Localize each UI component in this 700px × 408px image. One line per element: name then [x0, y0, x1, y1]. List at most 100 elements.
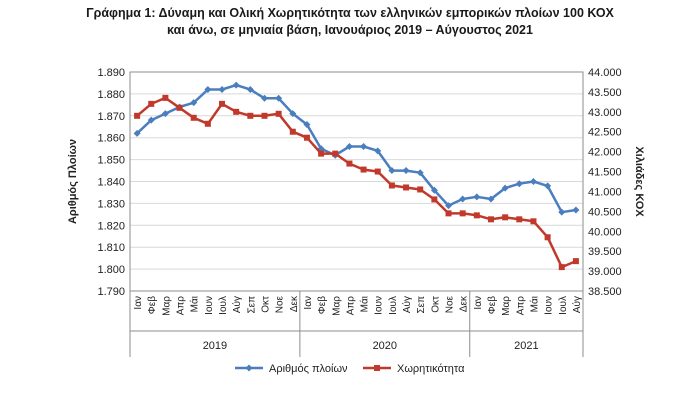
data-point: [275, 110, 282, 117]
data-point: [473, 193, 481, 201]
data-point: [416, 169, 424, 177]
year-label: 2019: [203, 340, 227, 352]
data-point: [162, 94, 169, 101]
y-tick-label: 1.810: [97, 242, 125, 254]
x-tick-label: Αύγ: [231, 296, 243, 313]
data-point: [473, 212, 480, 219]
plot-area: [129, 71, 584, 292]
x-tick-label: Αύγ: [401, 296, 413, 313]
y-tick-label: 1.870: [97, 111, 125, 123]
data-point: [501, 184, 509, 192]
chart-title: Γράφημα 1: Δύναμη και Ολική Χωρητικότητα…: [40, 5, 660, 39]
x-tick-label: Δεκ: [459, 295, 470, 312]
y-tick-label: 1.890: [97, 67, 125, 79]
data-point: [572, 258, 579, 265]
x-tick-label: Ιουλ: [558, 296, 569, 315]
data-point: [445, 202, 453, 210]
data-point: [515, 180, 523, 188]
x-tick-label: Δεκ: [289, 295, 300, 312]
x-tick-label: Ιαν: [303, 296, 314, 310]
x-tick-label: Μαρ: [331, 296, 342, 316]
y2-tick-label: 43.500: [588, 87, 622, 99]
y-tick-label: 1.830: [97, 198, 125, 210]
x-tick-label: Μάι: [359, 296, 371, 312]
x-tick-label: Μαρ: [501, 296, 512, 316]
x-tick-label: Μάι: [528, 296, 540, 312]
x-tick-label: Απρ: [345, 296, 356, 316]
x-tick-label: Οκτ: [260, 296, 271, 313]
data-point: [275, 94, 283, 102]
data-point: [430, 186, 438, 194]
data-point: [403, 184, 410, 191]
x-tick-label: Ιαν: [473, 296, 484, 310]
data-point: [360, 142, 368, 150]
legend-marker: [245, 364, 253, 372]
x-tick-label: Απρ: [176, 296, 187, 316]
legend-label: Αριθμός πλοίων: [269, 363, 348, 375]
data-point: [332, 150, 339, 157]
x-tick-label: Φεβ: [317, 296, 328, 314]
data-point: [318, 150, 325, 157]
data-point: [374, 168, 381, 175]
data-point: [260, 94, 268, 102]
data-point: [360, 166, 367, 173]
legend-label: Χωρητικότητα: [397, 363, 465, 375]
y-tick-label: 1.820: [97, 220, 125, 232]
y-tick-label: 1.850: [97, 155, 125, 167]
x-tick-label: Οκτ: [430, 296, 441, 313]
data-point: [204, 120, 211, 127]
x-tick-label: Νοε: [275, 295, 286, 313]
y2-tick-label: 42.000: [588, 147, 622, 159]
x-tick-label: Φεβ: [487, 296, 498, 314]
data-point: [431, 196, 438, 203]
data-point: [402, 167, 410, 175]
data-point: [459, 195, 467, 203]
data-point: [303, 134, 310, 141]
y-tick-label: 1.800: [97, 264, 125, 276]
data-point: [246, 86, 254, 94]
x-tick-label: Μαρ: [161, 296, 172, 316]
data-point: [303, 121, 311, 129]
data-point: [487, 195, 495, 203]
y-tick-label: 1.790: [97, 286, 125, 298]
data-point: [133, 129, 141, 137]
data-point: [502, 214, 509, 221]
data-point: [161, 110, 169, 118]
data-point: [417, 186, 424, 193]
x-tick-label: Ιουν: [544, 296, 555, 315]
y-tick-label: 1.880: [97, 89, 125, 101]
data-point: [572, 206, 580, 214]
y-tick-label: 1.840: [97, 177, 125, 189]
data-point: [204, 86, 212, 94]
data-point: [219, 100, 226, 107]
x-tick-label: Σεπ: [246, 296, 257, 314]
x-tick-label: Φεβ: [147, 296, 158, 314]
x-tick-label: Μάι: [189, 296, 201, 312]
data-point: [261, 112, 268, 119]
data-point: [445, 210, 452, 217]
data-point: [529, 178, 537, 185]
x-tick-label: Σεπ: [416, 296, 427, 314]
x-tick-label: Ιουν: [374, 296, 385, 315]
data-point: [558, 264, 565, 271]
chart-title-line-1: Γράφημα 1: Δύναμη και Ολική Χωρητικότητα…: [86, 6, 614, 20]
year-label: 2020: [373, 340, 397, 352]
data-point: [233, 108, 240, 115]
x-tick-label: Απρ: [515, 296, 526, 316]
y2-tick-label: 39.000: [588, 266, 622, 278]
data-point: [148, 100, 155, 107]
data-point: [289, 128, 296, 135]
y2-tick-label: 42.500: [588, 127, 622, 139]
data-point: [134, 112, 141, 119]
data-point: [218, 86, 226, 94]
y2-tick-label: 40.500: [588, 206, 622, 218]
y2-tick-label: 41.500: [588, 167, 622, 179]
x-tick-label: Αύγ: [571, 296, 583, 313]
data-point: [247, 112, 254, 119]
y2-tick-label: 39.500: [588, 246, 622, 258]
data-point: [388, 182, 395, 189]
x-tick-label: Ιουν: [204, 296, 215, 315]
data-point: [388, 167, 396, 175]
data-point: [530, 218, 537, 225]
